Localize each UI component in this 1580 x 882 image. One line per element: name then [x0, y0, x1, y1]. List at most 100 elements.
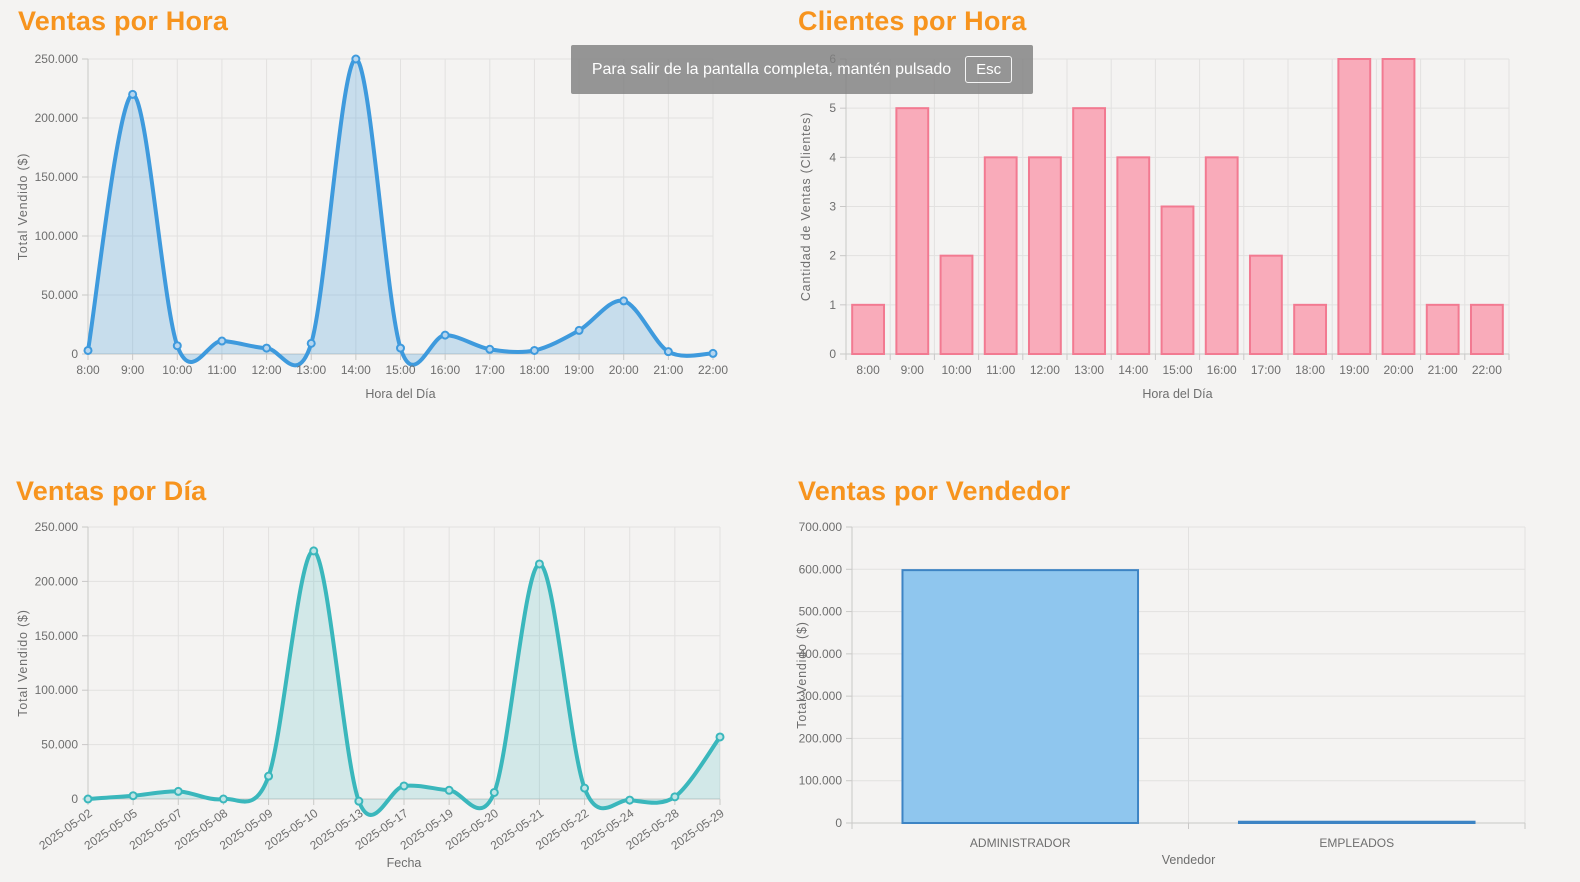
bar[interactable] [1248, 254, 1283, 356]
x-tick-label: 20:00 [1383, 363, 1413, 377]
clientes-por-hora-chart[interactable]: 01234568:009:0010:0011:0012:0013:0014:00… [790, 0, 1580, 430]
data-point[interactable] [262, 343, 272, 353]
bar[interactable] [1204, 156, 1239, 355]
data-point[interactable] [670, 792, 680, 802]
y-tick-label: 2 [829, 249, 836, 263]
data-point[interactable] [574, 325, 584, 335]
ventas-por-vendedor-chart[interactable]: 0 100.000 200.000 300.000 400.000 500.000 600.… [790, 470, 1580, 882]
ventas-por-vendedor-title: Ventas por Vendedor [798, 476, 1071, 506]
series [851, 58, 1504, 356]
bar[interactable] [1425, 303, 1460, 356]
x-axis-title: Hora del Día [1142, 387, 1212, 401]
axis-labels: 0 50.000 100.000 150.000 200.000 250.000 8:00 9… [16, 52, 728, 401]
panel-clientes-por-hora: Clientes por Hora 01234568:009:0010:0011… [790, 0, 1580, 430]
x-tick-label: 22:00 [698, 363, 728, 377]
data-point[interactable] [485, 344, 495, 354]
y-tick-label: 150.000 [35, 629, 79, 643]
ventas-por-hora-chart[interactable]: 0 50.000 100.000 150.000 200.000 250.000 8:00 9… [0, 0, 780, 430]
gridlines [87, 526, 721, 800]
x-tick-label: 18:00 [519, 363, 549, 377]
y-tick-label: 250.000 [35, 52, 79, 66]
ventas-por-dia-chart[interactable]: 050.000100.000150.000200.000250.0002025-… [0, 470, 780, 882]
x-axis-title: Vendedor [1162, 853, 1216, 867]
bar[interactable] [1381, 58, 1416, 355]
bar[interactable] [1237, 820, 1476, 824]
data-point[interactable] [83, 345, 93, 355]
bar[interactable] [939, 254, 974, 356]
panel-ventas-por-vendedor: Ventas por Vendedor 0 100.000 200.000 300.0… [790, 470, 1580, 882]
y-tick-label: 0 [71, 792, 78, 806]
x-tick-label: 16:00 [430, 363, 460, 377]
bar[interactable] [1469, 303, 1504, 356]
data-point[interactable] [489, 787, 499, 797]
data-point[interactable] [128, 89, 138, 99]
bar[interactable] [1160, 205, 1195, 355]
data-point[interactable] [715, 732, 725, 742]
fullscreen-exit-banner: Para salir de la pantalla completa, mant… [571, 45, 1033, 94]
data-point[interactable] [625, 795, 635, 805]
axis-labels: 01234568:009:0010:0011:0012:0013:0014:00… [799, 52, 1502, 401]
series [83, 54, 718, 368]
x-tick-label: 17:00 [475, 363, 505, 377]
y-tick-label: 0 [835, 816, 842, 830]
bar[interactable] [1027, 156, 1062, 355]
y-tick-label: 250.000 [35, 520, 79, 534]
data-point[interactable] [306, 338, 316, 348]
series [83, 546, 725, 817]
bar[interactable] [895, 107, 930, 355]
x-tick-label: 11:00 [986, 363, 1015, 377]
data-point[interactable] [399, 781, 409, 791]
data-point[interactable] [351, 54, 361, 64]
data-point[interactable] [619, 296, 629, 306]
data-point[interactable] [534, 559, 544, 569]
bar[interactable] [1116, 156, 1151, 355]
y-tick-label: 0 [829, 347, 836, 361]
data-point[interactable] [444, 785, 454, 795]
y-axis-title: Total Vendido ($) [16, 153, 30, 260]
fullscreen-exit-message: Para salir de la pantalla completa, mant… [591, 60, 952, 78]
data-point[interactable] [663, 347, 673, 357]
bar[interactable] [901, 569, 1140, 825]
x-tick-label: 14:00 [341, 363, 371, 377]
data-point[interactable] [396, 343, 405, 353]
bar[interactable] [1337, 58, 1372, 355]
data-point[interactable] [217, 336, 227, 346]
y-tick-label: 100.000 [35, 683, 79, 697]
x-tick-label: 9:00 [121, 363, 145, 377]
data-point[interactable] [173, 786, 183, 796]
ventas-por-dia-title: Ventas por Día [16, 476, 207, 506]
bar[interactable] [1293, 303, 1328, 356]
x-tick-label: 13:00 [296, 363, 326, 377]
data-point[interactable] [440, 330, 450, 340]
y-tick-label: 200.000 [799, 731, 843, 745]
x-tick-label: 19:00 [1339, 363, 1369, 377]
axes [82, 526, 721, 805]
x-tick-label: EMPLEADOS [1319, 836, 1394, 850]
x-tick-label: 10:00 [162, 363, 192, 377]
bar[interactable] [851, 303, 886, 356]
bar[interactable] [983, 156, 1018, 355]
data-point[interactable] [309, 546, 319, 556]
data-point[interactable] [708, 348, 718, 358]
data-point[interactable] [128, 791, 138, 801]
y-tick-label: 300.000 [799, 689, 843, 703]
data-point[interactable] [83, 794, 93, 804]
y-axis-title: Cantidad de Ventas (Clientes) [799, 112, 813, 301]
x-tick-label: 21:00 [653, 363, 683, 377]
area-fill [88, 550, 720, 815]
y-tick-label: 400.000 [799, 647, 843, 661]
x-tick-label: 19:00 [564, 363, 594, 377]
panel-ventas-por-hora: Ventas por Hora 0 50.000 100.000 150.000 200… [0, 0, 780, 430]
data-point[interactable] [264, 771, 274, 781]
data-point[interactable] [529, 345, 539, 355]
x-tick-label: ADMINISTRADOR [970, 836, 1071, 850]
data-point[interactable] [580, 783, 590, 793]
data-point[interactable] [354, 796, 364, 806]
bar[interactable] [1072, 107, 1107, 355]
data-point[interactable] [172, 341, 182, 351]
data-point[interactable] [218, 794, 228, 804]
panel-ventas-por-dia: Ventas por Día 0 50.000 100.000 150.000 200.… [0, 470, 780, 882]
y-tick-label: 50.000 [41, 738, 78, 752]
y-tick-label: 4 [829, 150, 836, 164]
